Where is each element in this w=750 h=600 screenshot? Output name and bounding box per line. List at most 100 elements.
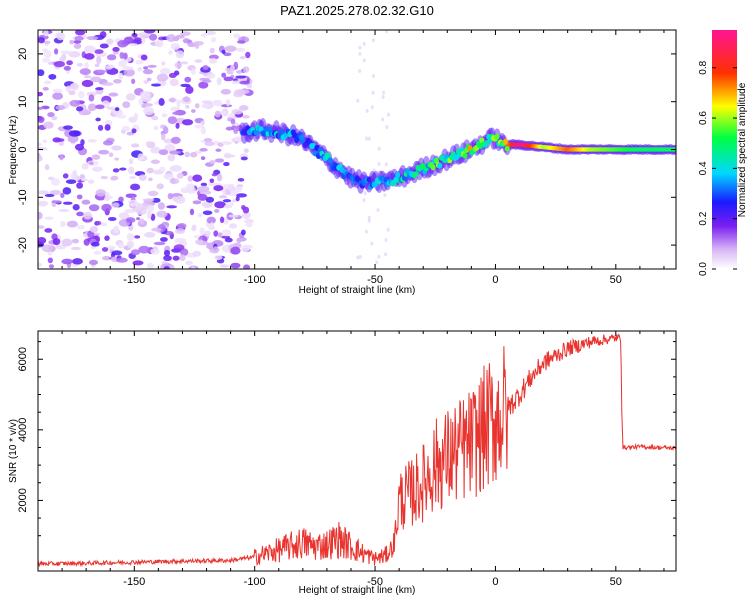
- noise-blob: [223, 76, 234, 82]
- noise-speck: [358, 51, 362, 56]
- snr-y-axis-title: SNR (10 * v/v): [8, 419, 19, 483]
- noise-blob: [230, 118, 236, 125]
- noise-blob: [95, 117, 101, 122]
- ridge-cell: [395, 171, 401, 178]
- noise-blob: [200, 156, 206, 161]
- noise-blob: [201, 201, 213, 209]
- noise-blob: [166, 205, 178, 209]
- x-tick-label: -100: [244, 274, 266, 286]
- noise-blob: [88, 94, 95, 102]
- x-tick-label: 0: [492, 576, 498, 588]
- noise-blob: [214, 255, 223, 261]
- noise-blob: [93, 250, 101, 255]
- noise-blob: [142, 103, 153, 107]
- ridge-cell: [462, 152, 468, 159]
- noise-blob: [111, 145, 122, 151]
- noise-blob: [38, 190, 49, 195]
- noise-speck: [367, 215, 371, 220]
- noise-blob: [140, 90, 151, 99]
- noise-blob: [66, 60, 73, 66]
- noise-blob: [150, 146, 161, 154]
- noise-blob: [153, 241, 166, 246]
- noise-blob: [89, 226, 99, 233]
- noise-blob: [203, 138, 213, 142]
- noise-blob: [184, 76, 192, 83]
- ridge-cell: [494, 133, 500, 140]
- noise-blob: [143, 66, 149, 70]
- noise-blob: [118, 60, 127, 68]
- y-tick-label: 10: [17, 96, 29, 108]
- noise-blob: [139, 218, 145, 225]
- y-tick-label: -20: [17, 237, 29, 253]
- noise-speck: [371, 38, 375, 43]
- noise-blob: [90, 76, 102, 83]
- noise-blob: [197, 185, 210, 193]
- noise-blob: [222, 187, 227, 196]
- noise-blob: [61, 258, 73, 265]
- noise-blob: [62, 173, 69, 179]
- noise-blob: [60, 50, 72, 55]
- noise-blob: [42, 57, 51, 63]
- noise-blob: [119, 167, 127, 171]
- noise-blob: [166, 34, 177, 42]
- noise-blob: [65, 179, 77, 184]
- noise-blob: [236, 47, 246, 52]
- noise-blob: [217, 232, 223, 238]
- noise-blob: [239, 55, 246, 60]
- noise-blob: [194, 103, 200, 109]
- noise-blob: [231, 80, 242, 85]
- noise-speck: [377, 146, 381, 151]
- noise-blob: [118, 212, 130, 220]
- noise-speck: [356, 98, 360, 103]
- ridge-cell: [430, 164, 436, 171]
- noise-blob: [105, 65, 113, 70]
- noise-blob: [173, 244, 185, 251]
- noise-blob: [87, 179, 95, 184]
- noise-blob: [38, 91, 44, 97]
- noise-speck: [384, 238, 388, 243]
- noise-blob: [126, 233, 135, 241]
- noise-blob: [170, 43, 181, 50]
- noise-blob: [112, 168, 120, 173]
- noise-blob: [197, 212, 203, 218]
- noise-blob: [142, 69, 154, 75]
- noise-blob: [151, 115, 159, 121]
- noise-blob: [223, 52, 232, 57]
- noise-blob: [38, 262, 43, 268]
- noise-blob: [137, 153, 145, 161]
- noise-blob: [44, 164, 50, 171]
- noise-blob: [114, 157, 120, 161]
- colorbar-tick-label: 0.2: [698, 211, 709, 225]
- noise-blob: [110, 175, 119, 181]
- ridge-cell: [327, 157, 333, 164]
- noise-blob: [138, 245, 150, 254]
- noise-blob: [168, 50, 173, 55]
- noise-blob: [156, 210, 168, 218]
- noise-blob: [223, 162, 230, 167]
- noise-blob: [76, 194, 83, 200]
- snr-x-ticks: -150 -100 -50 0 50: [61, 331, 665, 588]
- noise-blob: [212, 246, 219, 254]
- noise-blob: [140, 54, 148, 61]
- noise-blob: [235, 75, 247, 79]
- noise-blob: [104, 191, 110, 199]
- noise-blob: [72, 169, 77, 176]
- noise-blob: [126, 209, 133, 213]
- noise-blob: [152, 197, 161, 203]
- noise-blob: [119, 51, 125, 59]
- noise-blob: [185, 260, 193, 265]
- noise-blob: [95, 104, 105, 110]
- ridge-cell: [437, 162, 443, 169]
- noise-blob: [52, 88, 63, 93]
- noise-blob: [116, 257, 128, 263]
- noise-blob: [96, 69, 107, 74]
- noise-blob: [159, 81, 167, 86]
- noise-blob: [145, 141, 152, 146]
- noise-speck: [384, 162, 388, 167]
- noise-blob: [200, 182, 208, 187]
- noise-blob: [221, 49, 226, 54]
- noise-blob: [185, 104, 190, 109]
- noise-blob: [42, 139, 47, 143]
- noise-blob: [62, 187, 72, 195]
- noise-speck: [363, 191, 367, 196]
